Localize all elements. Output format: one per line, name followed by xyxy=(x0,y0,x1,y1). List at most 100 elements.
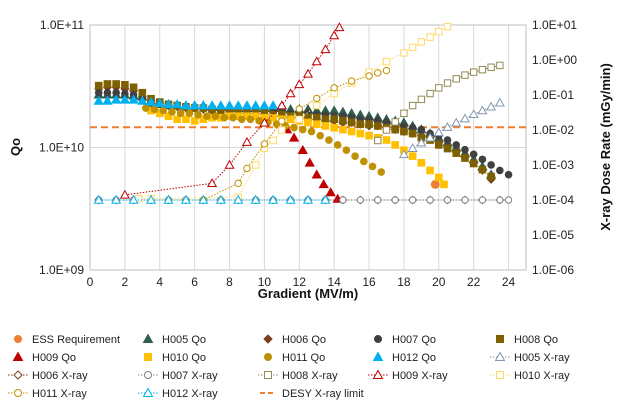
h010-qo-point xyxy=(304,118,312,127)
h005-x-ray-point xyxy=(398,149,409,159)
h007-x-ray-point xyxy=(478,196,487,204)
legend-item-h005-x-ray: H005 X-ray xyxy=(490,351,570,364)
h009-x-ray-point xyxy=(285,88,296,98)
h008-x-ray-point xyxy=(452,75,460,83)
h012-x-ray-point xyxy=(302,194,314,204)
h010-x-ray-point xyxy=(251,161,260,169)
h008-qo-point xyxy=(330,115,338,124)
h007-qo-point xyxy=(487,161,495,169)
h007-x-ray-point xyxy=(408,196,417,204)
legend-item-h008-x-ray: H008 X-ray xyxy=(258,370,338,382)
h010-qo-point xyxy=(356,129,365,138)
right-y-tick-label: 1.0E-04 xyxy=(532,193,574,207)
h012-x-ray-point xyxy=(111,194,122,204)
legend-label: H012 Qo xyxy=(392,352,436,364)
h012-qo-point xyxy=(102,95,113,105)
legend-item-h009-qo: H009 Qo xyxy=(12,351,76,364)
h011-x-ray-point xyxy=(234,179,242,188)
legend: ESS Requirement H005 Qo H006 Qo H007 Qo H008… xyxy=(8,333,570,400)
h010-x-ray-point xyxy=(408,43,417,52)
h008-qo-point xyxy=(391,125,399,134)
h005-x-ray-point xyxy=(486,101,497,111)
h008-qo-point xyxy=(461,154,469,162)
h010-qo-point xyxy=(173,115,181,124)
h009-qo-point xyxy=(304,157,315,167)
h005-x-ray-point xyxy=(442,122,453,131)
h008-x-ray-point xyxy=(426,89,434,98)
h012-qo-point xyxy=(145,96,157,106)
h008-qo-point xyxy=(452,149,461,157)
x-tick-label: 8 xyxy=(226,275,233,289)
legend-swatch xyxy=(14,389,22,397)
h009-x-ray-point xyxy=(302,68,314,78)
legend-swatch xyxy=(263,334,273,344)
h012-qo-point xyxy=(267,100,279,110)
h010-x-ray-point xyxy=(426,33,434,41)
h011-qo-point xyxy=(185,109,194,118)
h012-x-ray-point xyxy=(250,194,261,204)
h007-qo-point xyxy=(94,88,103,97)
h012-x-ray-point xyxy=(285,194,296,204)
h009-x-ray-series xyxy=(119,22,345,199)
h008-qo-point xyxy=(408,129,417,138)
h010-qo-point xyxy=(182,115,190,124)
x-tick-labels: 0 2 4 6 8 10 12 14 16 18 20 22 24 xyxy=(87,275,516,289)
h009-x-ray-point xyxy=(119,189,130,199)
h005-x-ray-point xyxy=(468,109,479,119)
h007-qo-point xyxy=(478,155,487,164)
h008-x-ray-point xyxy=(496,61,504,70)
h012-qo-point xyxy=(189,100,200,110)
h012-qo-point xyxy=(224,100,235,110)
h009-x-ray-point xyxy=(207,178,218,188)
h008-x-ray-point xyxy=(374,136,382,145)
h011-qo-point xyxy=(168,108,176,116)
h012-qo-point xyxy=(163,99,174,109)
x-tick-label: 4 xyxy=(156,275,163,289)
h009-qo-point xyxy=(297,144,308,155)
h009-x-ray-point xyxy=(294,79,305,89)
plot-frame xyxy=(89,24,527,271)
h011-qo-point xyxy=(159,106,168,115)
legend-label: H010 X-ray xyxy=(514,370,570,382)
h007-x-ray-point xyxy=(391,196,399,204)
h010-qo-point xyxy=(417,159,426,167)
left-y-tick-labels: 1.0E+09 1.0E+10 1.0E+11 xyxy=(39,18,84,277)
h012-qo-point xyxy=(119,94,131,104)
h012-qo-point xyxy=(241,100,253,110)
legend-item-desy-x-ray-limit: DESY X-ray limit xyxy=(260,388,364,400)
h010-x-ray-point xyxy=(400,49,408,57)
h010-qo-point xyxy=(408,152,417,160)
h009-x-ray-point xyxy=(329,30,340,40)
h008-qo-point xyxy=(365,120,373,128)
legend-item-h011-x-ray: H011 X-ray xyxy=(8,388,87,400)
h010-qo-point xyxy=(347,127,356,136)
x-tick-label: 22 xyxy=(467,275,481,289)
h010-qo-point xyxy=(382,136,391,144)
h011-qo-point xyxy=(142,104,150,112)
h010-x-ray-point xyxy=(269,136,277,145)
h005-x-ray-point xyxy=(477,105,488,115)
h009-x-ray-point xyxy=(276,100,287,110)
data-series xyxy=(93,22,513,205)
h009-x-ray-point xyxy=(259,117,270,127)
h008-qo-point xyxy=(321,115,330,124)
h010-qo-point xyxy=(365,131,373,140)
legend-swatch xyxy=(142,333,154,343)
h007-qo-point xyxy=(443,136,452,144)
legend-item-h010-x-ray: H010 X-ray xyxy=(490,370,570,382)
left-y-tick-label: 1.0E+09 xyxy=(39,263,84,277)
legend-swatch xyxy=(372,351,384,361)
h012-qo-point xyxy=(206,100,218,110)
legend-item-h008-qo: H008 Qo xyxy=(496,334,558,346)
h010-x-ray-point xyxy=(382,57,391,66)
left-y-axis-title: Qo xyxy=(8,138,23,156)
h011-qo-point xyxy=(176,109,185,118)
h010-qo-point xyxy=(269,113,277,122)
h008-qo-point xyxy=(347,118,356,127)
legend-item-h006-x-ray: H006 X-ray xyxy=(8,370,88,382)
h010-x-ray-point xyxy=(313,101,321,110)
h008-x-ray-point xyxy=(382,126,391,134)
h007-qo-point xyxy=(103,88,112,97)
legend-label: H011 X-ray xyxy=(32,388,87,400)
h011-x-ray-point xyxy=(243,164,251,173)
